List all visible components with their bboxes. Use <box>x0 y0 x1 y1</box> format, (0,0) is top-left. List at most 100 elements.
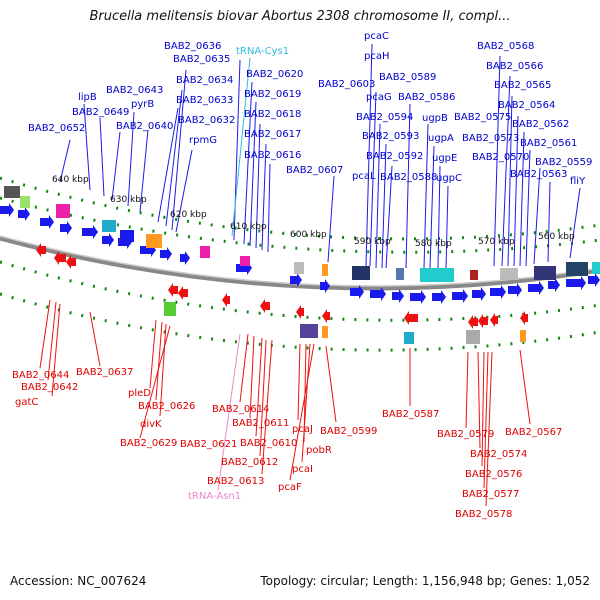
reverse-gene-arrow <box>168 283 178 297</box>
feature-block <box>466 330 480 344</box>
forward-leader-line <box>83 103 91 191</box>
reverse-leader-line <box>155 321 163 401</box>
feature-block <box>20 196 30 208</box>
gene-label[interactable]: pobR <box>306 445 332 456</box>
gene-label[interactable]: ugpC <box>436 173 462 184</box>
forward-leader-line <box>327 175 335 263</box>
reverse-leader-line <box>139 325 171 439</box>
gene-label[interactable]: BAB2_0568 <box>477 41 534 52</box>
gene-label[interactable]: BAB2_0616 <box>244 150 301 161</box>
gene-label[interactable]: BAB2_0577 <box>462 489 519 500</box>
reverse-leader-line <box>51 303 61 397</box>
gene-label[interactable]: BAB2_0611 <box>232 418 289 429</box>
gene-label[interactable]: lipB <box>78 92 97 103</box>
gene-label[interactable]: fliY <box>570 176 586 187</box>
gene-label[interactable]: BAB2_0621 <box>180 439 237 450</box>
forward-leader-line <box>171 69 187 231</box>
gene-label[interactable]: pyrB <box>131 99 154 110</box>
gene-label[interactable]: BAB2_0635 <box>173 54 230 65</box>
gene-label[interactable]: ugpE <box>432 153 457 164</box>
gene-label[interactable]: BAB2_0588 <box>380 172 437 183</box>
gene-label[interactable]: BAB2_0619 <box>244 89 301 100</box>
gene-label[interactable]: pcaJ <box>292 424 313 435</box>
label-leader-lines <box>39 43 581 507</box>
reverse-gene-arrow <box>490 313 498 327</box>
gene-label[interactable]: BAB2_0579 <box>437 429 494 440</box>
forward-leader-line <box>365 43 373 267</box>
gene-label[interactable]: BAB2_0603 <box>318 79 375 90</box>
reverse-gene-arrow <box>520 311 528 325</box>
gene-label[interactable]: BAB2_0640 <box>116 121 173 132</box>
gene-label[interactable]: BAB2_0594 <box>356 112 413 123</box>
gene-label[interactable]: BAB2_0613 <box>207 476 264 487</box>
gene-label[interactable]: BAB2_0636 <box>164 41 221 52</box>
gene-label[interactable]: BAB2_0633 <box>176 95 233 106</box>
forward-gene-arrow <box>180 251 190 265</box>
reverse-leader-line <box>465 351 469 429</box>
gene-label[interactable]: BAB2_0564 <box>498 100 555 111</box>
gene-label[interactable]: BAB2_0561 <box>520 138 577 149</box>
gene-label[interactable]: rpmG <box>189 135 217 146</box>
gene-label[interactable]: BAB2_0574 <box>470 449 527 460</box>
gene-label[interactable]: BAB2_0617 <box>244 129 301 140</box>
gene-label[interactable]: pcaH <box>364 51 390 62</box>
gene-label[interactable]: BAB2_0607 <box>286 165 343 176</box>
gene-label[interactable]: ugpB <box>422 113 448 124</box>
gene-label[interactable]: BAB2_0618 <box>244 109 301 120</box>
gene-label[interactable]: BAB2_0576 <box>465 469 522 480</box>
reverse-leader-line <box>89 311 101 367</box>
gene-label[interactable]: pcaC <box>364 31 389 42</box>
gene-label[interactable]: BAB2_0587 <box>382 409 439 420</box>
gene-label[interactable]: pleD <box>128 388 151 399</box>
reverse-gene-arrow <box>468 315 478 329</box>
feature-block <box>420 268 454 282</box>
gene-label[interactable]: BAB2_0620 <box>246 69 303 80</box>
gene-label[interactable]: BAB2_0599 <box>320 426 377 437</box>
forward-gene-arrow <box>528 281 544 295</box>
trna-label[interactable]: tRNA-Asn1 <box>188 491 241 502</box>
gene-label[interactable]: BAB2_0632 <box>178 115 235 126</box>
gene-label[interactable]: pcaL <box>352 171 376 182</box>
gene-label[interactable]: gatC <box>15 397 38 408</box>
gene-label[interactable]: BAB2_0610 <box>240 438 297 449</box>
gene-label[interactable]: BAB2_0612 <box>221 457 278 468</box>
gene-label[interactable]: BAB2_0566 <box>486 61 543 72</box>
gene-label[interactable]: BAB2_0614 <box>212 404 269 415</box>
gene-label[interactable]: BAB2_0567 <box>505 427 562 438</box>
trna-leader-line <box>217 333 241 491</box>
gene-label[interactable]: BAB2_0649 <box>72 107 129 118</box>
reverse-leader-line <box>249 335 255 419</box>
gene-label[interactable]: ugpA <box>428 133 454 144</box>
gene-label[interactable]: BAB2_0562 <box>512 119 569 130</box>
reverse-gene-arrow <box>296 305 304 319</box>
gene-label[interactable]: pcaG <box>366 92 392 103</box>
gene-label[interactable]: BAB2_0559 <box>535 157 592 168</box>
gene-label[interactable]: BAB2_0652 <box>28 123 85 134</box>
gene-label[interactable]: BAB2_0634 <box>176 75 233 86</box>
gene-label[interactable]: BAB2_0637 <box>76 367 133 378</box>
gene-label[interactable]: BAB2_0629 <box>120 438 177 449</box>
gene-label[interactable]: BAB2_0626 <box>138 401 195 412</box>
gene-label[interactable]: pcaF <box>278 482 302 493</box>
gene-label[interactable]: BAB2_0643 <box>106 85 163 96</box>
gene-label[interactable]: BAB2_0586 <box>398 92 455 103</box>
gene-label[interactable]: BAB2_0563 <box>510 169 567 180</box>
gene-label[interactable]: BAB2_0589 <box>379 72 436 83</box>
trna-label[interactable]: tRNA-Cys1 <box>236 46 289 57</box>
gene-label[interactable]: divK <box>140 419 162 430</box>
gene-label[interactable]: pcaI <box>292 464 313 475</box>
gene-label[interactable]: BAB2_0644 <box>12 370 69 381</box>
gene-label[interactable]: BAB2_0578 <box>455 509 512 520</box>
lower-tick-ring <box>0 292 600 352</box>
forward-leader-line <box>513 115 519 267</box>
gene-label[interactable]: BAB2_0592 <box>366 151 423 162</box>
gene-label[interactable]: BAB2_0565 <box>494 80 551 91</box>
reverse-leader-line <box>519 349 531 425</box>
gene-label[interactable]: BAB2_0642 <box>21 382 78 393</box>
gene-label[interactable]: BAB2_0570 <box>472 152 529 163</box>
forward-gene-arrow <box>290 273 302 287</box>
gene-label[interactable]: BAB2_0575 <box>454 112 511 123</box>
gene-label[interactable]: BAB2_0593 <box>362 131 419 142</box>
gene-label[interactable]: BAB2_0573 <box>462 133 519 144</box>
ruler-tick-label: 630 kbp <box>110 195 147 205</box>
